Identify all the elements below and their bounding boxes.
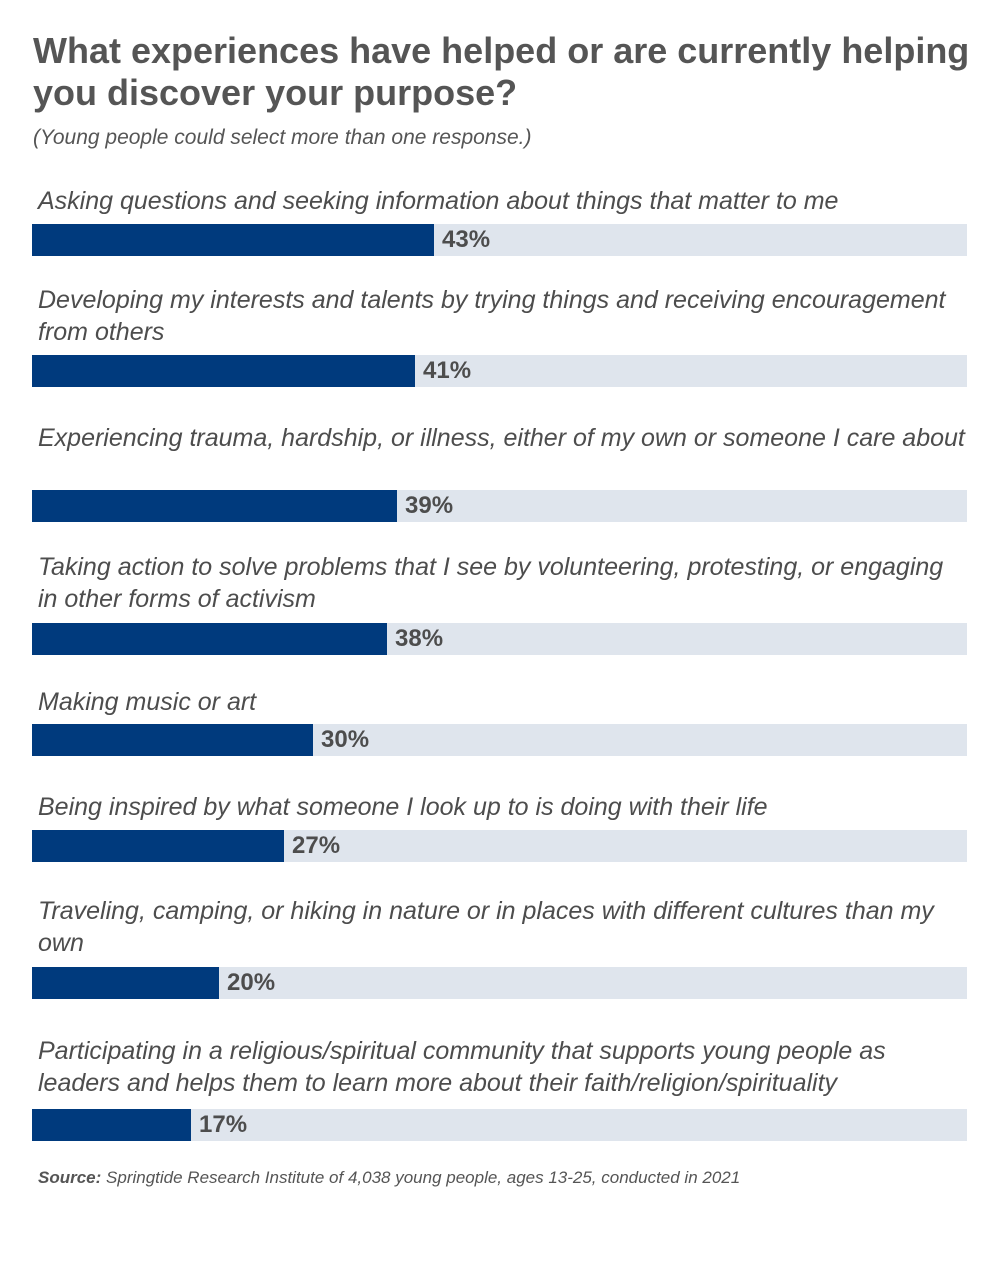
bar-track: 27% (32, 830, 967, 862)
category-label: Traveling, camping, or hiking in nature … (38, 897, 934, 957)
value-label: 27% (292, 832, 341, 859)
bar (32, 224, 434, 256)
bar-track: 41% (32, 355, 967, 387)
value-label: 39% (405, 492, 454, 519)
bar-track: 17% (32, 1109, 967, 1141)
bar-track: 43% (32, 224, 967, 256)
value-label: 38% (395, 625, 444, 652)
bar-track: 39% (32, 490, 967, 522)
bar-track: 38% (32, 623, 967, 655)
category-label: Experiencing trauma, hardship, or illnes… (38, 424, 965, 452)
bar (32, 623, 387, 655)
category-label: Taking action to solve problems that I s… (38, 553, 944, 613)
bar-track: 30% (32, 724, 967, 756)
bar (32, 355, 415, 387)
source-label: Source: (38, 1168, 102, 1187)
chart-subtitle: (Young people could select more than one… (33, 126, 532, 149)
bar (32, 490, 397, 522)
source-text: Springtide Research Institute of 4,038 y… (106, 1168, 741, 1187)
value-label: 17% (199, 1111, 248, 1138)
bar (32, 1109, 191, 1141)
source-note: Source: Springtide Research Institute of… (38, 1168, 740, 1188)
category-label: Being inspired by what someone I look up… (38, 793, 768, 821)
chart-title: What experiences have helped or are curr… (33, 30, 970, 113)
value-label: 30% (321, 726, 370, 753)
value-label: 20% (227, 969, 276, 996)
category-label: Developing my interests and talents by t… (38, 286, 946, 346)
bar-track: 20% (32, 967, 967, 999)
bar (32, 967, 219, 999)
value-label: 43% (442, 226, 491, 253)
value-label: 41% (423, 357, 472, 384)
bar (32, 724, 313, 756)
category-label: Making music or art (38, 688, 257, 716)
bar (32, 830, 284, 862)
category-label: Participating in a religious/spiritual c… (38, 1037, 886, 1097)
category-label: Asking questions and seeking information… (38, 187, 839, 215)
